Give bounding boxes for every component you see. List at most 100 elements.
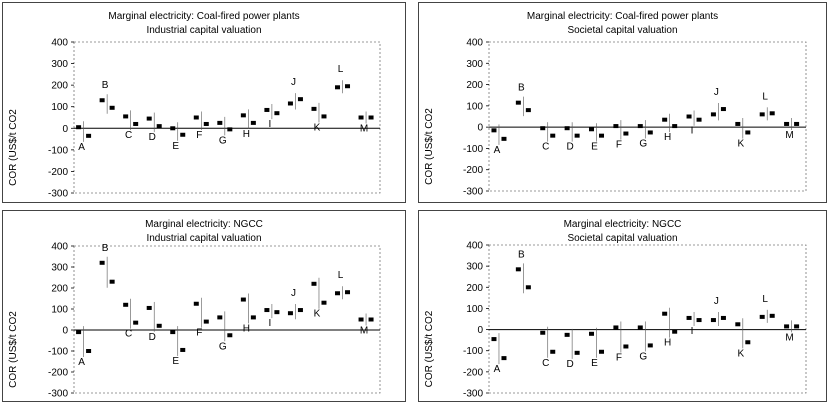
y-tick-label: -100 — [463, 144, 483, 155]
category-label: F — [196, 328, 202, 339]
y-tick-label: 200 — [51, 81, 68, 92]
data-point — [540, 330, 546, 335]
y-tick-label: -200 — [48, 167, 68, 178]
category-label: M — [785, 130, 793, 141]
chart-subtitle: Societal capital valuation — [567, 25, 677, 36]
y-tick-label: 200 — [466, 80, 483, 91]
data-point — [240, 297, 246, 302]
data-point — [735, 121, 741, 126]
category-label: J — [291, 77, 296, 88]
y-tick-label: -300 — [48, 189, 68, 200]
data-point — [491, 337, 497, 342]
data-point — [170, 330, 176, 335]
data-point — [368, 317, 374, 322]
category-label: I — [269, 119, 272, 130]
plot-area — [488, 41, 807, 192]
category-label: K — [314, 309, 321, 320]
category-label: F — [196, 130, 202, 141]
y-tick-label: 100 — [51, 305, 68, 316]
category-label: K — [314, 122, 321, 133]
y-tick-label: 0 — [477, 123, 483, 134]
category-label: H — [664, 132, 671, 143]
data-point — [745, 130, 751, 135]
y-tick-label: 0 — [62, 326, 68, 337]
data-point — [180, 132, 186, 137]
data-point — [613, 325, 619, 330]
chart-subtitle: Societal capital valuation — [567, 233, 677, 244]
category-label: G — [219, 341, 227, 352]
y-tick-label: 200 — [51, 284, 68, 295]
data-point — [735, 322, 741, 327]
category-label: K — [737, 138, 744, 149]
data-point — [180, 347, 186, 352]
category-label: J — [291, 288, 296, 299]
category-label: G — [639, 138, 647, 149]
data-point — [672, 124, 678, 129]
data-point — [76, 125, 82, 130]
category-label: H — [243, 129, 250, 140]
category-label: D — [567, 359, 574, 370]
category-label: D — [149, 132, 156, 143]
data-point — [623, 131, 629, 136]
chart-subtitle: Industrial capital valuation — [146, 25, 261, 36]
panel-frame — [2, 2, 406, 203]
data-point — [109, 279, 115, 284]
data-point — [99, 98, 105, 103]
y-tick-label: 300 — [51, 59, 68, 70]
category-label: L — [762, 91, 768, 102]
category-label: D — [149, 332, 156, 343]
data-point — [515, 100, 521, 105]
data-point — [550, 133, 556, 138]
data-point — [99, 260, 105, 265]
data-point — [794, 121, 800, 126]
y-tick-label: 400 — [51, 38, 68, 49]
data-point — [358, 115, 364, 120]
category-label: I — [269, 318, 272, 329]
data-point — [589, 127, 595, 132]
data-point — [358, 317, 364, 322]
category-label: F — [616, 352, 622, 363]
category-label: E — [591, 358, 598, 369]
data-point — [662, 117, 668, 122]
data-point — [662, 311, 668, 316]
data-point — [491, 128, 497, 133]
category-label: H — [664, 338, 671, 349]
data-point — [146, 305, 152, 310]
data-point — [170, 126, 176, 131]
y-tick-label: -100 — [463, 346, 483, 357]
data-point — [86, 349, 92, 353]
chart-title: Marginal electricity: NGCC — [145, 219, 263, 230]
data-point — [240, 113, 246, 118]
category-label: J — [714, 87, 719, 98]
category-label: B — [102, 80, 109, 91]
y-tick-label: 100 — [466, 304, 483, 315]
data-point — [515, 267, 521, 272]
data-point — [133, 121, 139, 126]
data-point — [193, 115, 199, 120]
category-label: A — [494, 145, 501, 156]
data-point — [794, 324, 800, 329]
data-point — [274, 310, 280, 315]
data-point — [696, 318, 702, 323]
category-label: G — [219, 135, 227, 146]
y-tick-label: -300 — [48, 389, 68, 400]
data-point — [696, 117, 702, 122]
category-label: A — [78, 357, 85, 368]
data-point — [264, 107, 270, 112]
y-tick-label: 100 — [51, 102, 68, 113]
chart-title: Marginal electricity: Coal-fired power p… — [527, 11, 718, 22]
category-label: C — [125, 329, 132, 340]
data-point — [109, 105, 115, 110]
data-point — [335, 85, 341, 90]
data-point — [321, 300, 327, 305]
data-point — [574, 350, 580, 355]
data-point — [133, 320, 139, 325]
data-point — [686, 315, 692, 320]
data-point — [564, 332, 570, 337]
category-label: E — [172, 356, 179, 367]
data-point — [525, 108, 531, 113]
data-point — [297, 308, 303, 313]
data-point — [784, 121, 790, 126]
data-point — [759, 314, 765, 319]
y-tick-label: -200 — [48, 368, 68, 379]
